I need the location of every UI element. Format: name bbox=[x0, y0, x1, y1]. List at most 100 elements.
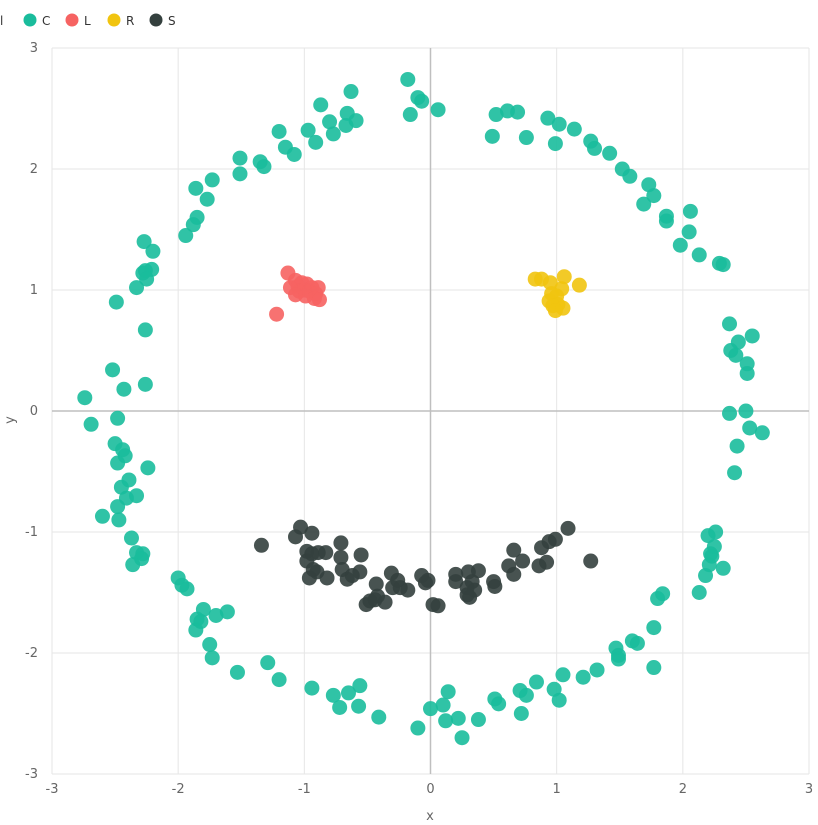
data-point bbox=[260, 655, 276, 671]
data-point bbox=[333, 549, 349, 565]
x-tick-label: 3 bbox=[805, 782, 813, 797]
data-point bbox=[722, 316, 738, 332]
data-point bbox=[417, 575, 433, 591]
data-point bbox=[271, 123, 287, 139]
data-point bbox=[232, 166, 248, 182]
data-point bbox=[116, 381, 132, 397]
data-point bbox=[706, 539, 722, 555]
y-tick-label: 1 bbox=[30, 283, 38, 298]
data-point bbox=[304, 525, 320, 541]
data-point bbox=[681, 224, 697, 240]
legend-marker bbox=[23, 13, 37, 27]
data-point bbox=[727, 465, 743, 481]
data-point bbox=[646, 660, 662, 676]
data-point bbox=[614, 161, 630, 177]
y-tick-label: -1 bbox=[25, 525, 38, 540]
zero-lines bbox=[52, 48, 809, 774]
data-point bbox=[105, 362, 121, 378]
data-point bbox=[301, 570, 317, 586]
data-point bbox=[111, 512, 127, 528]
data-point bbox=[219, 604, 235, 620]
data-point bbox=[540, 110, 556, 126]
data-point bbox=[286, 146, 302, 162]
legend-label: S bbox=[168, 14, 176, 28]
data-point bbox=[385, 580, 401, 596]
data-point bbox=[318, 545, 334, 561]
series-R bbox=[527, 269, 587, 319]
data-point bbox=[646, 620, 662, 636]
data-point bbox=[539, 554, 555, 570]
data-point bbox=[470, 712, 486, 728]
data-point bbox=[322, 114, 338, 130]
data-point bbox=[566, 121, 582, 137]
legend-label: C bbox=[42, 14, 50, 28]
data-point bbox=[571, 277, 587, 293]
legend-marker bbox=[65, 13, 79, 27]
data-point bbox=[430, 598, 446, 614]
data-point bbox=[450, 710, 466, 726]
data-point bbox=[139, 271, 155, 287]
legend-marker bbox=[149, 13, 163, 27]
data-point bbox=[682, 203, 698, 219]
data-point bbox=[110, 499, 126, 515]
data-point bbox=[708, 524, 724, 540]
data-point bbox=[353, 547, 369, 563]
y-tick-label: -2 bbox=[25, 646, 38, 661]
data-point bbox=[333, 535, 349, 551]
data-point bbox=[513, 706, 529, 721]
data-point bbox=[448, 574, 464, 590]
data-point bbox=[440, 684, 456, 700]
data-point bbox=[542, 275, 558, 291]
data-point bbox=[199, 191, 215, 207]
data-point bbox=[414, 93, 430, 109]
data-point bbox=[125, 557, 141, 573]
data-point bbox=[742, 420, 758, 436]
data-point bbox=[515, 553, 531, 569]
data-point bbox=[636, 196, 652, 212]
x-tick-label: -2 bbox=[172, 782, 185, 797]
x-axis-title: x bbox=[426, 809, 434, 824]
data-point bbox=[547, 531, 563, 547]
legend-title: l bbox=[0, 14, 3, 28]
data-point bbox=[123, 530, 139, 546]
data-point bbox=[528, 674, 544, 690]
data-point bbox=[94, 508, 110, 524]
data-point bbox=[729, 438, 745, 454]
data-point bbox=[304, 680, 320, 696]
data-point bbox=[488, 107, 504, 123]
data-point bbox=[610, 651, 626, 667]
data-point bbox=[371, 709, 387, 725]
data-point bbox=[715, 560, 731, 576]
data-point bbox=[715, 257, 731, 273]
data-point bbox=[340, 685, 356, 701]
series-C bbox=[77, 71, 770, 746]
data-point bbox=[435, 697, 451, 713]
data-point bbox=[179, 581, 195, 597]
data-point bbox=[145, 243, 161, 259]
data-point bbox=[487, 578, 503, 594]
data-point bbox=[754, 425, 770, 441]
y-tick-label: 2 bbox=[30, 162, 38, 177]
data-point bbox=[583, 133, 599, 149]
data-point bbox=[410, 720, 426, 736]
y-tick-label: -3 bbox=[25, 767, 38, 782]
data-point bbox=[256, 159, 272, 175]
data-point bbox=[185, 217, 201, 233]
data-point bbox=[547, 136, 563, 152]
data-point bbox=[655, 586, 671, 602]
x-tick-labels: -3 -2 -1 0 1 2 3 bbox=[46, 782, 814, 797]
legend-label: L bbox=[84, 14, 91, 28]
data-point bbox=[352, 678, 368, 694]
data-point bbox=[344, 568, 360, 584]
x-tick-label: 1 bbox=[553, 782, 561, 797]
data-point bbox=[338, 117, 354, 133]
data-point bbox=[204, 172, 220, 188]
x-tick-label: 0 bbox=[426, 782, 434, 797]
data-point bbox=[110, 410, 126, 426]
data-point bbox=[400, 71, 416, 87]
data-point bbox=[506, 566, 522, 582]
data-point bbox=[575, 669, 591, 685]
data-point bbox=[400, 582, 416, 598]
x-tick-label: -3 bbox=[46, 782, 59, 797]
data-point bbox=[454, 730, 470, 746]
